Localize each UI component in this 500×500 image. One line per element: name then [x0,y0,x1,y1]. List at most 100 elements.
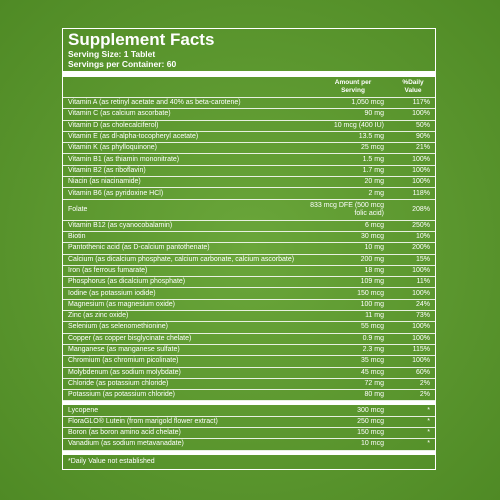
amount: 0.9 mg [362,334,384,342]
amount: 18 mg [364,267,384,274]
nutrient-row: Vitamin K (as phylloquinone) 25 mcg 21% [63,143,435,155]
nutrient-row: Vitamin B12 (as cyanocobalamin) 6 mcg 250% [63,221,435,232]
nutrient-name: Vitamin B1 (as thiamin mononitrate) [68,155,180,163]
daily-value-header: %Daily Value [402,79,424,94]
nutrient-name: Chloride (as potassium chloride) [68,379,169,387]
amount: 1.5 mg [362,155,384,163]
serving-size: Serving Size: 1 Tablet [68,49,156,59]
daily-value: 250% [412,221,430,229]
footnote: *Daily Value not established [68,457,155,465]
nutrient-row: Chloride (as potassium chloride) 72 mg 2% [63,379,435,391]
nutrient-row: Chromium (as chromium picolinate) 35 mcg 1… [63,356,435,368]
nutrient-row: Iron (as ferrous fumarate) 18 mg 100% [63,266,435,278]
amount: 80 mg [364,391,384,399]
nutrient-row: Boron (as boron amino acid chelate) 150 m… [63,428,435,440]
daily-value: 50% [415,121,430,129]
nutrient-list: Vitamin A (as retinyl acetate and 40% as… [63,98,435,402]
daily-value: 117% [412,99,430,107]
daily-value: 115% [412,346,430,354]
daily-value: 2% [419,379,430,387]
nutrient-row: Vitamin E (as dl-alpha-tocopheryl acetat… [63,132,435,144]
daily-value: 100% [412,323,430,331]
nutrient-name: Copper (as copper bisglycinate chelate) [68,334,192,342]
daily-value: 90% [415,133,430,141]
daily-value: 10% [415,233,430,241]
nutrient-name: Vitamin D (as cholecalciferol) [68,121,159,129]
amount: 10 mg [364,244,384,252]
amount: 150 mcg [357,289,384,297]
amount: 2.3 mg [362,346,384,354]
daily-value: 208% [412,205,430,213]
nutrient-name: Zinc (as zinc oxide) [68,312,129,320]
nutrient-row: Vitamin D (as cholecalciferol) 10 mcg (40… [63,121,435,132]
amount-header: Amount per Serving [334,79,372,94]
amount: 10 mcg (400 IU) [333,121,384,129]
daily-value: 2% [419,391,430,399]
nutrient-row: Molybdenum (as sodium molybdate) 45 mcg 60… [63,368,435,379]
nutrient-name: Boron (as boron amino acid chelate) [68,429,181,437]
nutrient-name: Selenium (as selenomethionine) [68,323,168,331]
amount: 20 mg [364,178,384,186]
amount: 109 mg [360,278,384,286]
nutrient-row: Folate 833 mcg DFE (500 mcg folic acid) 20… [63,200,435,221]
nutrient-name: Iron (as ferrous fumarate) [68,267,148,274]
nutrient-name: Molybdenum (as sodium molybdate) [68,368,181,376]
nutrient-name: Niacin (as niacinamide) [68,178,141,186]
nutrient-name: Phosphorus (as dicalcium phosphate) [68,278,186,286]
column-header: Amount per Serving %Daily Value [63,77,435,98]
daily-value: 118% [412,189,430,197]
nutrient-name: Iodine (as potassium iodide) [68,289,156,297]
nutrient-row: Pantothenic acid (as D-calcium pantothen… [63,243,435,255]
daily-value: 60% [415,368,430,376]
nutrient-row: Manganese (as manganese sulfate) 2.3 mg 11… [63,345,435,357]
nutrient-name: Magnesium (as magnesium oxide) [68,300,175,308]
amount: 25 mcg [361,144,384,152]
nutrient-row: Zinc (as zinc oxide) 11 mg 73% [63,311,435,323]
nutrient-row: Copper (as copper bisglycinate chelate) 0… [63,334,435,345]
daily-value: 100% [412,178,430,186]
nutrient-name: Vitamin B6 (as pyridoxine HCl) [68,189,164,197]
daily-value: 100% [412,110,430,118]
supplement-facts-label: Supplement Facts Serving Size: 1 Tablet … [62,28,436,470]
nutrient-row: Vitamin B6 (as pyridoxine HCl) 2 mg 118% [63,188,435,200]
nutrient-name: Calcium (as dicalcium phosphate, calcium… [68,255,295,263]
nutrient-row: Niacin (as niacinamide) 20 mg 100% [63,177,435,189]
daily-value: 100% [412,289,430,297]
divider-bar [63,71,435,77]
divider-bar [63,450,435,455]
amount: 13.5 mg [358,133,384,141]
nutrient-name: Pantothenic acid (as D-calcium pantothen… [68,244,210,252]
amount: 10 mcg [361,440,384,448]
daily-value: 15% [415,255,430,263]
amount: 11 mg [365,312,384,320]
daily-value: * [427,406,430,414]
amount: 833 mcg DFE (500 mcg folic acid) [310,201,384,217]
daily-value: 100% [412,334,430,342]
nutrient-row: Vitamin A (as retinyl acetate and 40% as… [63,98,435,110]
amount: 30 mcg [361,233,384,241]
nutrient-row: Vitamin B1 (as thiamin mononitrate) 1.5 m… [63,154,435,166]
daily-value: 100% [412,357,430,365]
nutrient-name: Potassium (as potassium chloride) [68,391,175,399]
nutrient-row: Calcium (as dicalcium phosphate, calcium… [63,255,435,266]
nutrient-name: Vitamin C (as calcium ascorbate) [68,110,171,118]
nutrient-row: Vanadium (as sodium metavanadate) 10 mcg * [63,439,435,451]
amount: 2 mg [368,189,384,197]
amount: 1,050 mcg [351,99,384,107]
nutrient-name: Vitamin E (as dl-alpha-tocopheryl acetat… [68,133,199,141]
nutrient-row: FloraGLO® Lutein (from marigold flower e… [63,417,435,429]
daily-value: 100% [412,155,430,163]
daily-value: * [427,417,430,425]
daily-value: 200% [412,244,430,252]
amount: 55 mcg [361,323,384,331]
amount: 300 mcg [357,406,384,414]
nutrient-row: Phosphorus (as dicalcium phosphate) 109 m… [63,277,435,289]
nutrient-name: Vitamin A (as retinyl acetate and 40% as… [68,99,241,107]
nutrient-name: Vitamin B12 (as cyanocobalamin) [68,221,173,229]
amount: 150 mcg [357,429,384,437]
nutrient-row: Selenium (as selenomethionine) 55 mcg 100% [63,322,435,334]
daily-value: 24% [415,300,430,308]
daily-value: 73% [415,312,430,320]
nutrient-row: Vitamin B2 (as riboflavin) 1.7 mg 100% [63,166,435,178]
